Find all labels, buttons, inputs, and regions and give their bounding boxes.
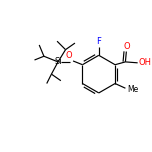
Text: Me: Me [127,85,138,94]
Text: O: O [66,51,72,60]
Text: Si: Si [54,57,62,66]
Text: O: O [123,42,130,51]
Text: OH: OH [139,58,152,67]
Text: F: F [96,37,101,46]
